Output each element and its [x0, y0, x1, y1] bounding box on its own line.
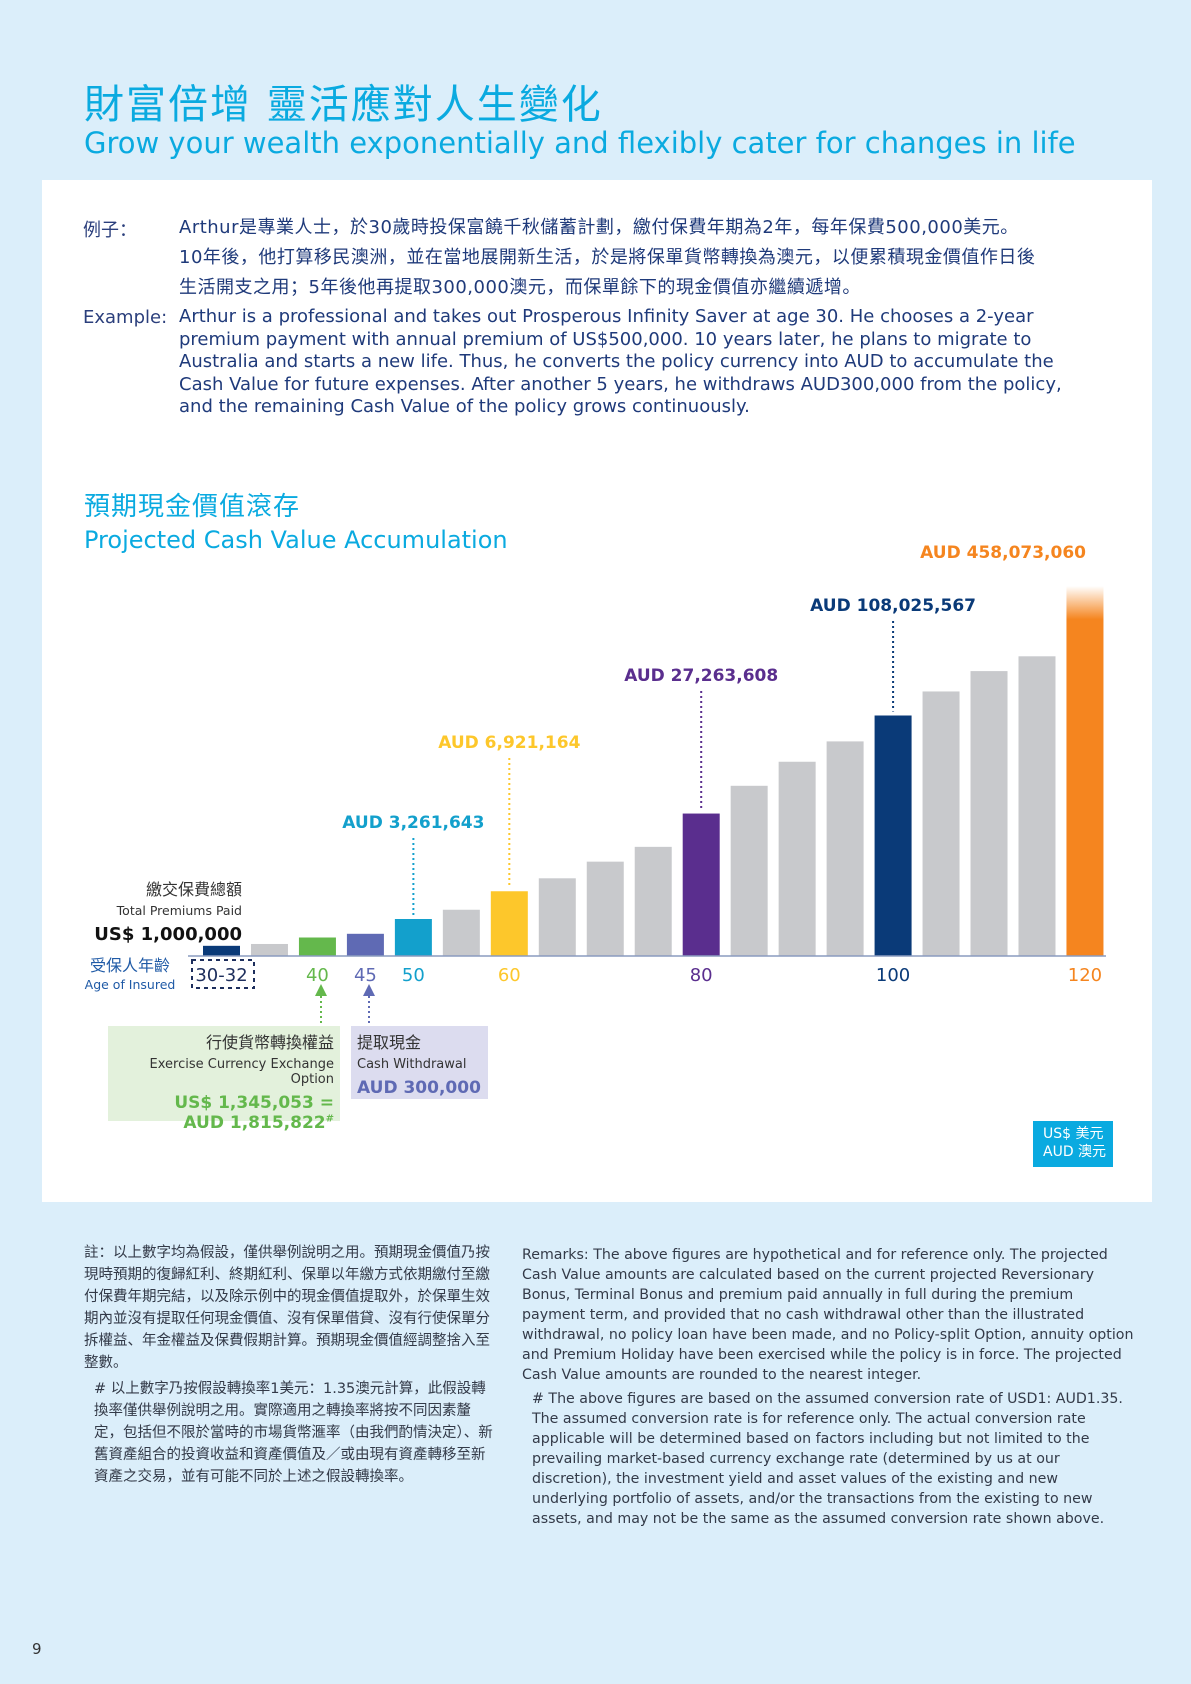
exchange-title-en: Exercise Currency Exchange Option	[149, 1057, 334, 1087]
exchange-value-usd: US$ 1,345,053 =	[174, 1093, 334, 1113]
example-line-en: Cash Value for future expenses. After an…	[179, 373, 1062, 395]
example-line-en: Australia and starts a new life. Thus, h…	[179, 351, 1054, 373]
example-label-zh: 例子：	[83, 220, 137, 241]
example-line-zh: 生活開支之用；5年後他再提取300,000澳元，而保單餘下的現金價值亦繼續遞增。	[179, 277, 861, 298]
remarks-zh-note: # 以上數字乃按假設轉換率1美元：1.35澳元計算，此假設轉換率僅供舉例說明之用…	[94, 1381, 493, 1485]
example-line-en: and the remaining Cash Value of the poli…	[179, 396, 750, 418]
total-premiums-value: US$ 1,000,000	[94, 924, 242, 945]
remarks-en-note: # The above figures are based on the ass…	[532, 1391, 1123, 1527]
withdrawal-title-zh: 提取現金	[357, 1033, 422, 1052]
total-premiums-label-zh: 繳交保費總額	[145, 880, 242, 899]
footnote-mark: #	[325, 1113, 334, 1125]
remarks-zh-main: 註：以上數字均為假設，僅供舉例說明之用。預期現金價值乃按現時預期的復歸紅利、終期…	[84, 1245, 490, 1371]
total-premiums-label: 繳交保費總額 Total Premiums Paid US$ 1,000,000	[84, 876, 242, 945]
remarks-en-main: Remarks: The above figures are hypotheti…	[522, 1247, 1134, 1383]
section-title-en: Projected Cash Value Accumulation	[84, 526, 508, 554]
page-title-en: Grow your wealth exponentially and flexi…	[84, 126, 1076, 160]
example-text-en: Arthur is a professional and takes out P…	[179, 306, 1119, 419]
example-line-zh: Arthur是專業人士，於30歲時投保富饒千秋儲蓄計劃，繳付保費年期為2年，每年…	[179, 217, 1019, 238]
example-label-en: Example:	[83, 307, 168, 328]
age-axis-label-en: Age of Insured	[84, 977, 176, 992]
withdrawal-value: AUD 300,000	[357, 1078, 481, 1098]
age-axis-label: 受保人年齡 Age of Insured	[84, 952, 176, 992]
remarks-en: Remarks: The above figures are hypotheti…	[522, 1245, 1134, 1529]
example-line-en: Arthur is a professional and takes out P…	[179, 306, 1034, 327]
age-axis-label-zh: 受保人年齡	[89, 956, 170, 975]
currency-exchange-box: 行使貨幣轉換權益 Exercise Currency Exchange Opti…	[108, 1026, 340, 1133]
withdrawal-title-en: Cash Withdrawal	[357, 1057, 467, 1072]
exchange-value-aud-line: AUD 1,815,822#	[108, 1113, 340, 1133]
currency-legend: US$ 美元 AUD 澳元	[1033, 1121, 1113, 1167]
page-title-zh: 財富倍增 靈活應對人生變化	[84, 82, 603, 128]
legend-usd: US$ 美元	[1043, 1126, 1104, 1142]
total-premiums-label-en: Total Premiums Paid	[116, 903, 242, 918]
cash-withdrawal-box: 提取現金 Cash Withdrawal AUD 300,000	[351, 1026, 488, 1099]
exchange-value-aud: AUD 1,815,822	[183, 1113, 326, 1133]
example-line-zh: 10年後，他打算移民澳洲，並在當地展開新生活，於是將保單貨幣轉換為澳元，以便累積…	[179, 247, 1036, 268]
exchange-title-zh: 行使貨幣轉換權益	[205, 1033, 334, 1052]
page-number: 9	[32, 1640, 42, 1658]
section-title-zh: 預期現金價值滾存	[84, 492, 301, 522]
example-text-zh: Arthur是專業人士，於30歲時投保富饒千秋儲蓄計劃，繳付保費年期為2年，每年…	[179, 213, 1099, 303]
legend-aud: AUD 澳元	[1043, 1144, 1107, 1160]
example-line-en: premium payment with annual premium of U…	[179, 328, 1032, 350]
remarks-zh: 註：以上數字均為假設，僅供舉例說明之用。預期現金價值乃按現時預期的復歸紅利、終期…	[84, 1242, 494, 1488]
